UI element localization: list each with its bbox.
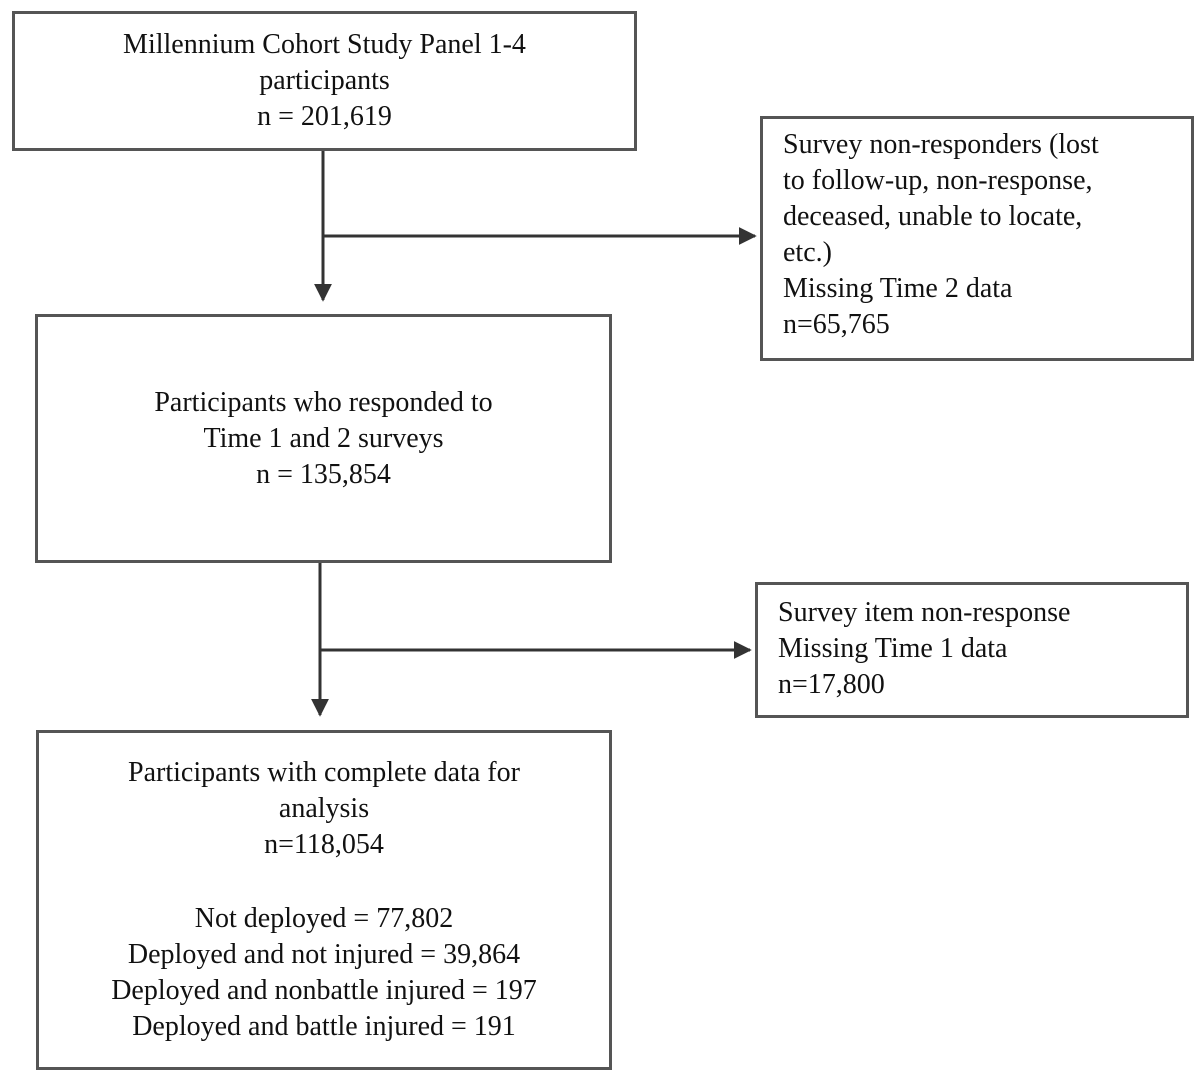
box-text: Deployed and nonbattle injured = 197 (111, 975, 537, 1006)
box: Millennium Cohort Study Panel 1-4 partici… (12, 11, 637, 151)
box-text: Time 1 and 2 surveys (203, 422, 444, 454)
box-text: analysis (278, 793, 370, 824)
box-text: participants (259, 65, 390, 96)
box-text: Survey item non-response (778, 597, 1071, 628)
box-text: Participants with complete data for (128, 757, 520, 788)
box-text: to follow-up, non-response, (783, 165, 1093, 196)
box-text: Missing Time 2 data (783, 273, 1013, 304)
box-text: Survey non-responders (lost (783, 129, 1099, 160)
box-text: deceased, unable to locate, (783, 201, 1083, 232)
box-text: etc.) (783, 237, 832, 268)
box: Participants with complete data for analy… (36, 730, 612, 1070)
box: Survey non-responders (lost to follow-up,… (760, 116, 1194, 361)
box-text: Participants who responded to (154, 386, 493, 418)
box: Participants who responded to Time 1 and … (35, 314, 612, 563)
box-text: n=118,054 (264, 829, 384, 860)
box-text: Deployed and battle injured = 191 (132, 1011, 516, 1042)
box-text: n = 135,854 (256, 458, 391, 490)
box-text: Millennium Cohort Study Panel 1-4 (123, 29, 526, 60)
box-text: Missing Time 1 data (778, 633, 1008, 664)
box-text: n = 201,619 (257, 101, 392, 132)
box: Survey item non-response Missing Time 1 d… (755, 582, 1189, 718)
box-text: n=65,765 (783, 309, 890, 340)
box-text: Deployed and not injured = 39,864 (127, 939, 521, 970)
box-text: n=17,800 (778, 669, 885, 700)
box-text: Not deployed = 77,802 (194, 903, 454, 934)
